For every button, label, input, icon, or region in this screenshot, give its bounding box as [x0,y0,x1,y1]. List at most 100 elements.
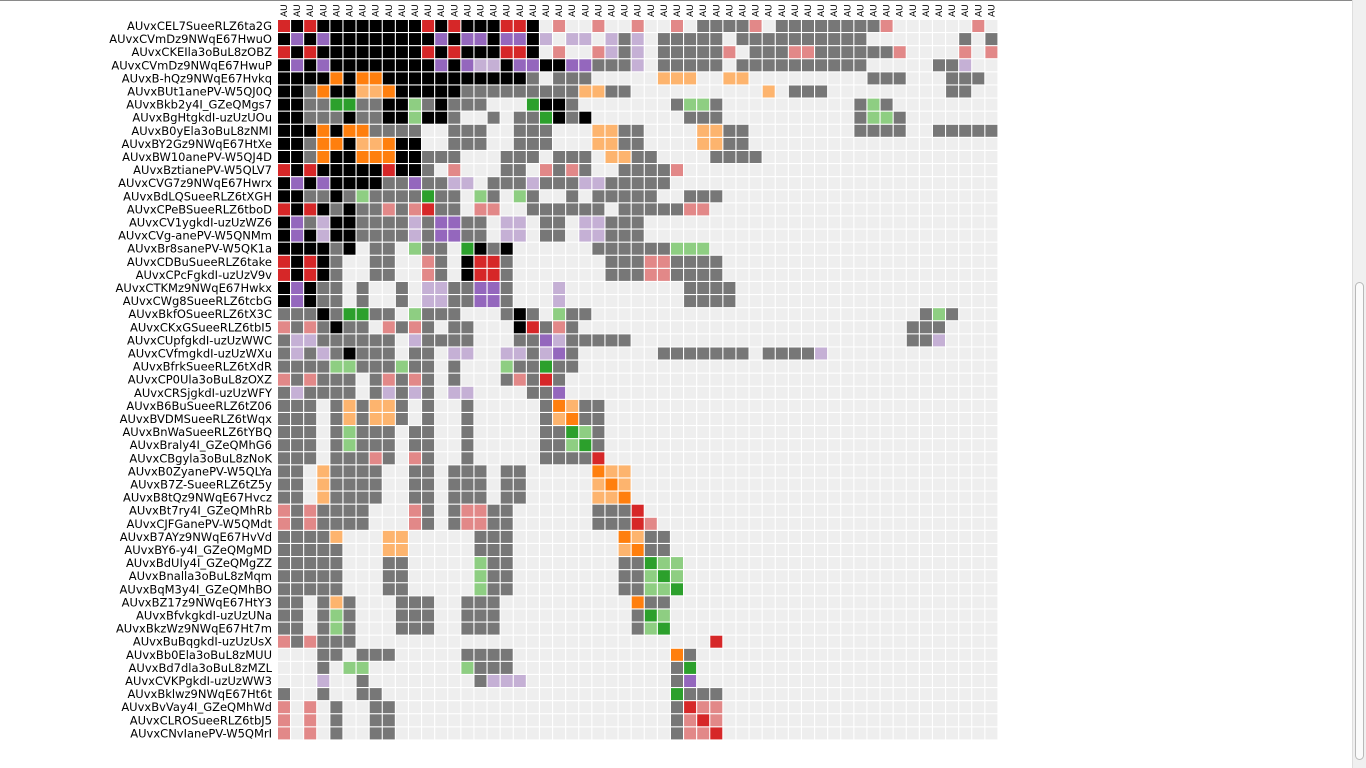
matrix-cell [906,635,919,648]
matrix-cell [657,242,670,255]
vertical-scrollbar[interactable] [1352,0,1366,768]
matrix-cell [618,661,631,674]
matrix-cell [854,203,867,216]
matrix-cell [867,452,880,465]
matrix-cell [579,242,592,255]
matrix-cell [356,295,369,308]
matrix-cell [343,98,356,111]
matrix-cell [828,151,841,163]
column-label: AU [791,4,801,17]
matrix-cell [356,504,369,517]
matrix-cell [278,504,290,517]
matrix-cell [343,59,356,72]
matrix-cell [553,452,566,465]
matrix-cell [671,517,683,530]
matrix-cell [880,399,893,412]
matrix-cell [395,255,408,268]
matrix-cell [644,478,657,491]
matrix-cell [959,596,972,609]
matrix-cell [749,242,762,255]
matrix-cell [736,334,749,347]
matrix-cell [867,465,880,478]
matrix-cell [802,151,814,163]
row-label: AUvxB8tQz9NWqE67Hvcz [123,491,272,505]
matrix-cell [435,557,448,570]
matrix-cell [461,46,474,59]
matrix-cell [500,413,513,425]
matrix-cell [513,321,526,334]
matrix-cell [959,137,972,150]
matrix-cell [828,701,841,714]
matrix-cell [540,399,552,412]
matrix-cell [395,242,408,255]
matrix-cell [697,399,710,412]
matrix-cell [749,557,762,570]
matrix-cell [972,661,985,674]
matrix-cell [618,98,631,111]
matrix-cell [841,46,854,59]
matrix-cell [906,20,919,32]
matrix-cell [723,517,736,530]
matrix-cell [893,295,906,308]
matrix-cell [854,596,867,609]
matrix-cell [291,255,304,268]
matrix-cell [422,216,435,229]
matrix-cell [343,177,356,190]
matrix-cell [671,268,683,281]
matrix-cell [749,714,762,727]
matrix-cell [762,190,775,203]
matrix-cell [369,308,382,321]
matrix-cell [448,151,461,163]
matrix-cell [605,151,618,163]
matrix-cell [880,688,893,701]
matrix-cell [592,190,605,203]
matrix-cell [500,72,513,85]
matrix-cell [422,334,435,347]
matrix-cell [985,282,998,294]
matrix-cell [985,465,998,478]
matrix-cell [710,229,723,242]
matrix-cell [631,229,644,242]
matrix-cell [644,124,657,137]
matrix-cell [671,399,683,412]
matrix-cell [461,111,474,124]
matrix-cell [736,583,749,596]
matrix-cell [291,635,304,648]
scrollbar-thumb[interactable] [1355,282,1364,760]
matrix-cell [513,701,526,714]
matrix-cell [369,190,382,203]
matrix-cell [671,360,683,373]
matrix-cell [684,648,697,661]
matrix-cell [657,46,670,59]
matrix-cell [828,347,841,360]
matrix-cell [278,85,290,98]
matrix-cell [762,229,775,242]
matrix-cell [369,59,382,72]
matrix-cell [657,59,670,72]
matrix-cell [304,321,317,334]
matrix-cell [697,203,710,216]
matrix-cell [788,20,801,32]
matrix-cell [592,164,605,177]
matrix-cell [579,151,592,163]
matrix-cell [788,583,801,596]
matrix-cell [854,465,867,478]
matrix-cell [487,557,500,570]
matrix-cell [946,20,959,32]
matrix-cell [893,399,906,412]
matrix-cell [304,675,317,687]
matrix-cell [906,190,919,203]
matrix-cell [579,46,592,59]
matrix-cell [684,386,697,399]
matrix-cell [540,242,552,255]
matrix-cell [605,491,618,504]
matrix-cell [985,124,998,137]
matrix-cell [566,255,579,268]
matrix-cell [409,452,421,465]
matrix-cell [487,282,500,294]
matrix-cell [723,504,736,517]
matrix-cell [592,216,605,229]
matrix-cell [435,20,448,32]
matrix-cell [304,216,317,229]
matrix-cell [723,373,736,386]
